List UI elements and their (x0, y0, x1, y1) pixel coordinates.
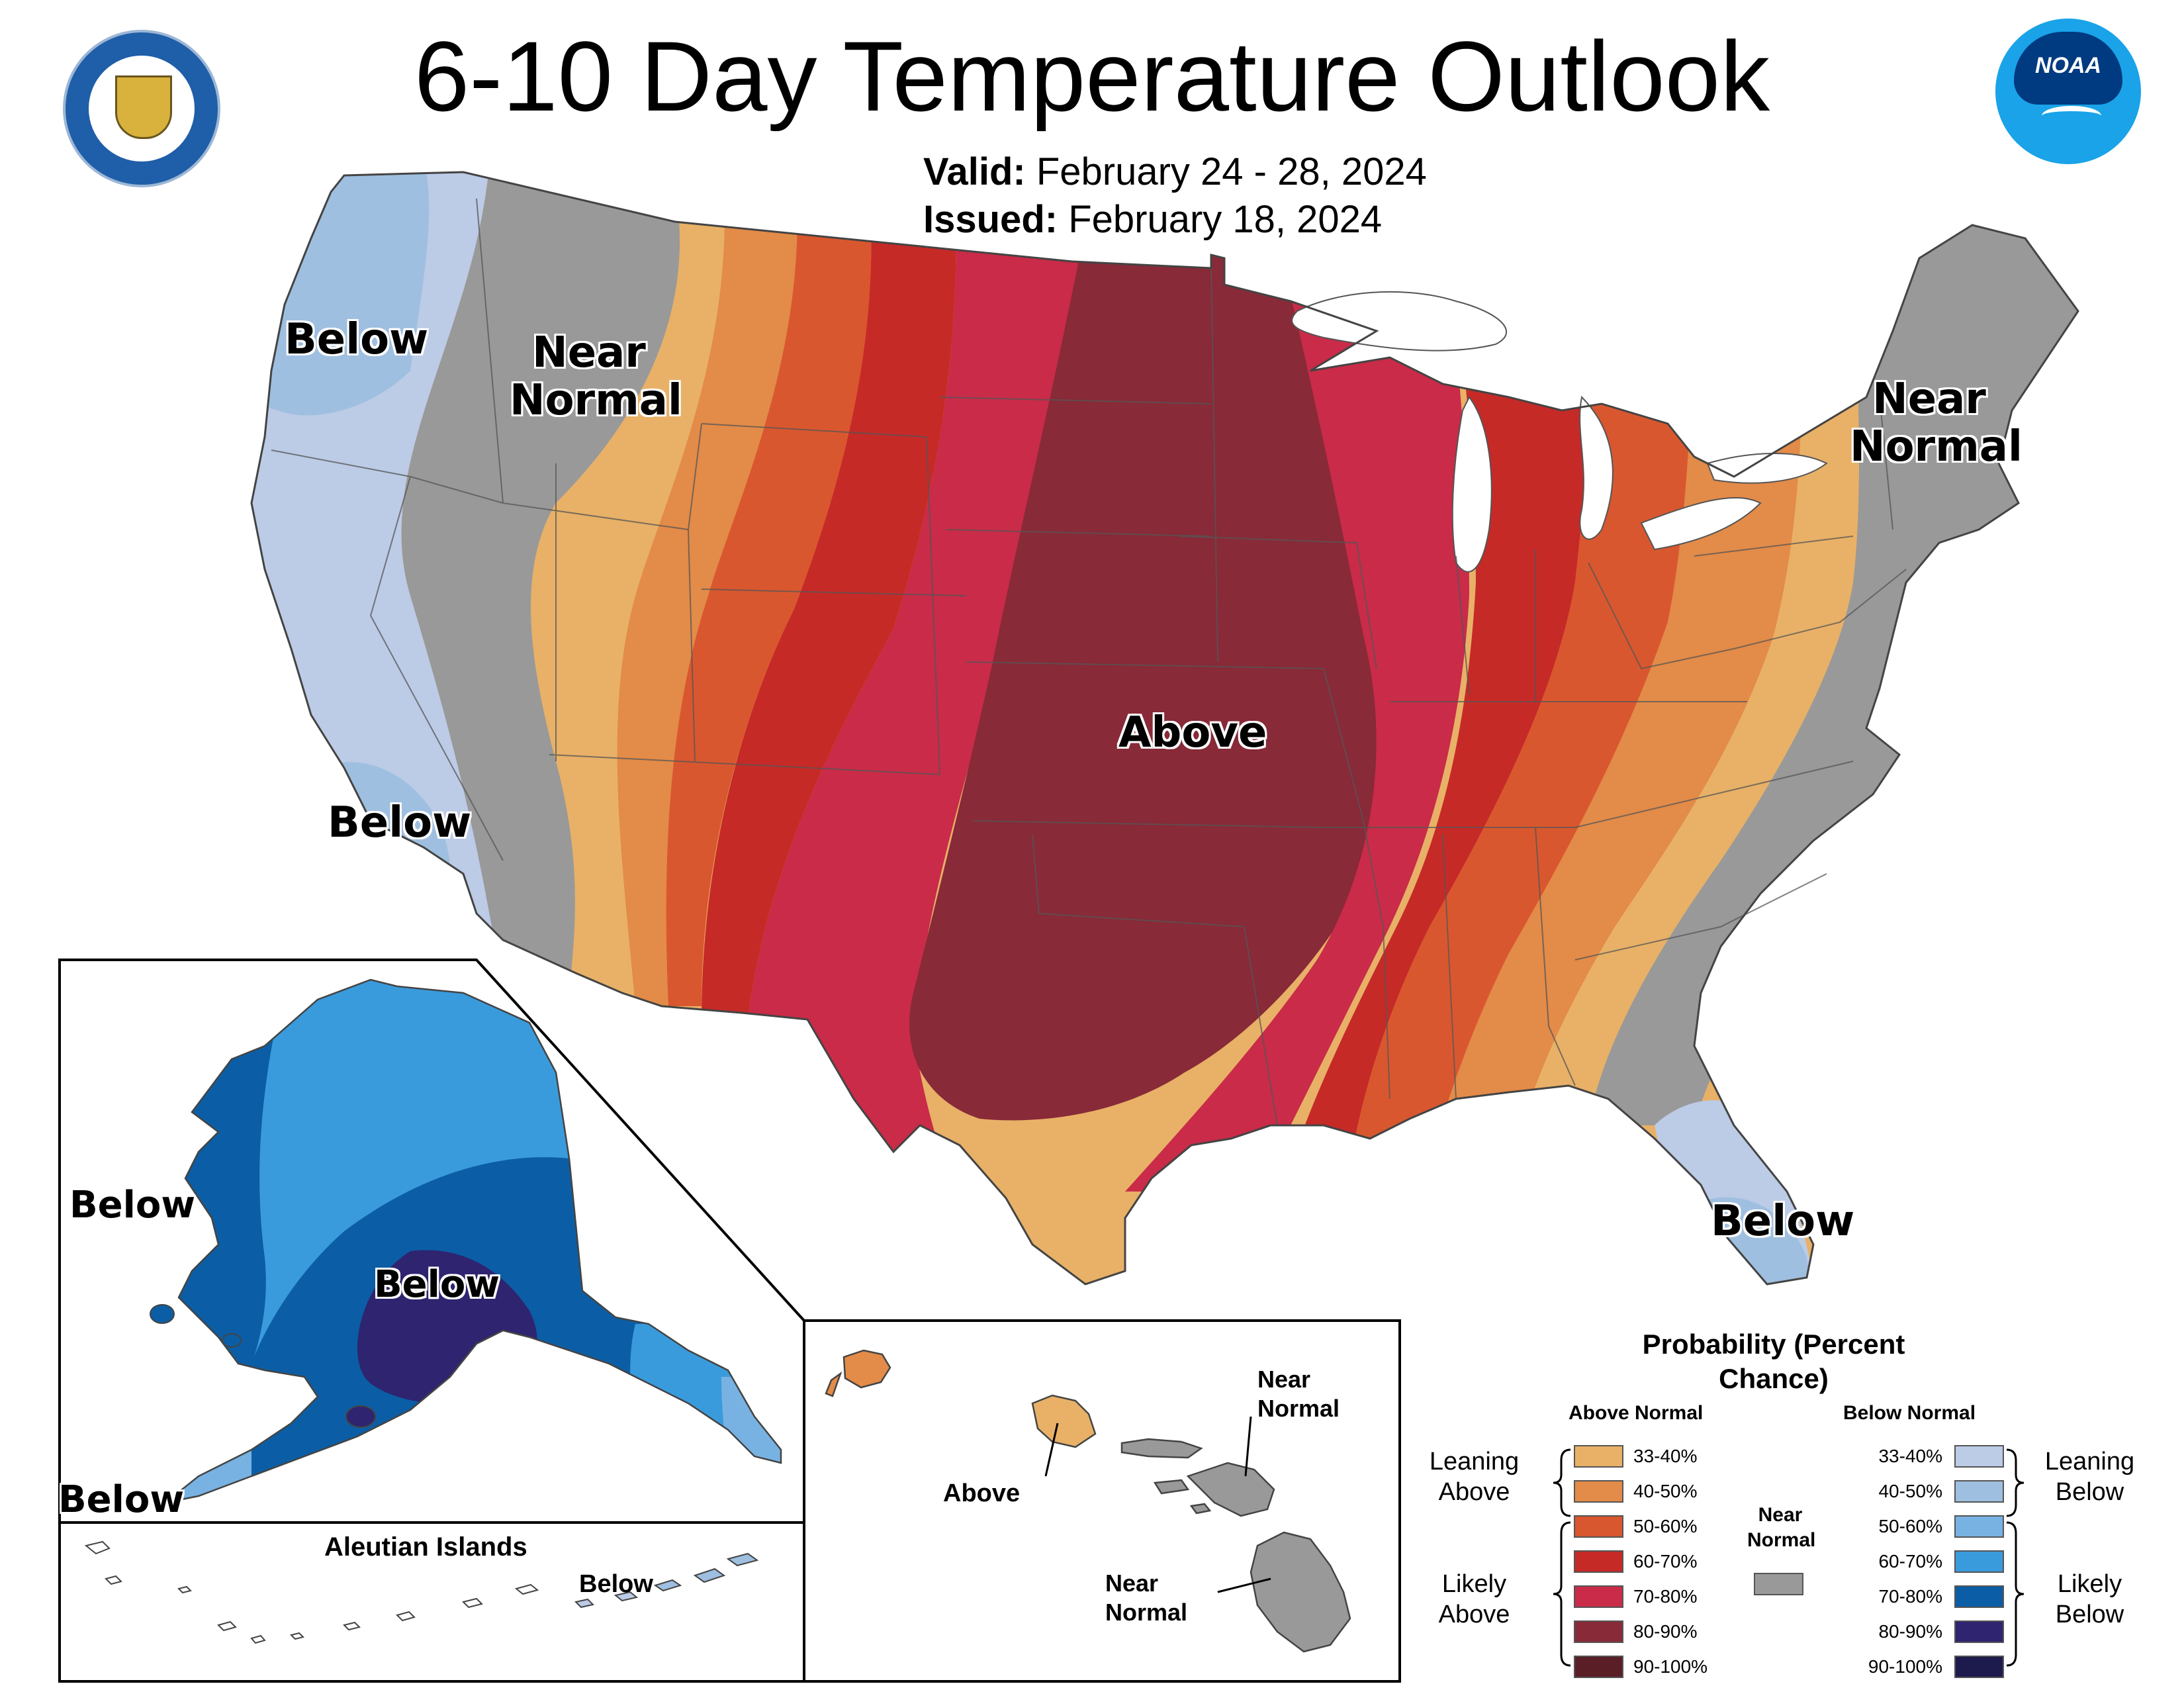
legend-above-range-6: 80-90% (1633, 1621, 1698, 1642)
hawaii-islands (825, 1349, 1351, 1653)
legend-above-swatch-7 (1574, 1656, 1623, 1678)
issued-value: February 18, 2024 (1068, 198, 1383, 241)
legend-above-swatch-6 (1574, 1620, 1623, 1643)
legend-above-range-7: 90-100% (1633, 1656, 1708, 1677)
legend-above-range-4: 60-70% (1633, 1551, 1698, 1571)
legend-above-swatch-3 (1574, 1515, 1623, 1538)
valid-value: February 24 - 28, 2024 (1036, 150, 1427, 193)
noaa-logo-text: NOAA (2034, 53, 2102, 78)
legend-above-range-2: 40-50% (1633, 1481, 1698, 1501)
label-ne-near-normal: Near Normal (1850, 375, 2023, 471)
commerce-seal (63, 30, 220, 187)
alaska-islands (150, 1304, 376, 1428)
legend-below-swatch-3 (1954, 1515, 2004, 1538)
label-nw-below: Below (285, 315, 429, 364)
legend-above-range-3: 50-60% (1633, 1516, 1698, 1536)
label-ak-west-below: Below (69, 1184, 196, 1227)
label-aleutian-below: Below (579, 1570, 653, 1598)
issued-label: Issued: (923, 198, 1058, 241)
legend-title: Probability (Percent Chance) (1642, 1329, 1905, 1394)
legend-leaning-above: Leaning Above (1429, 1448, 1520, 1506)
hawaii-leader-lines (1044, 1416, 1271, 1593)
legend-below-range-3: 50-60% (1878, 1516, 1942, 1536)
label-hi-near-normal-north: Near Normal (1257, 1366, 1340, 1422)
legend-near-normal-swatch (1754, 1573, 1803, 1595)
legend-likely-below: Likely Below (2055, 1570, 2124, 1628)
legend-above-swatch-1 (1574, 1445, 1623, 1468)
legend-below-range-7: 90-100% (1868, 1656, 1942, 1677)
page-title: 6-10 Day Temperature Outlook (414, 21, 1770, 132)
legend-below-swatch-7 (1954, 1656, 2004, 1678)
valid-label: Valid: (923, 150, 1026, 193)
conus-outline (250, 171, 2079, 1286)
label-ca-below: Below (328, 798, 472, 847)
label-hi-near-normal-south: Near Normal (1105, 1570, 1188, 1626)
valid-line: Valid: February 24 - 28, 2024 (923, 149, 1427, 195)
legend-leaning-below: Leaning Below (2044, 1448, 2135, 1506)
legend-below-swatch-6 (1954, 1620, 2004, 1643)
legend-below-range-2: 40-50% (1878, 1481, 1942, 1501)
legend-above-swatch-4 (1574, 1550, 1623, 1573)
legend-below-swatch-1 (1954, 1445, 2004, 1468)
legend-braces (1553, 1448, 2025, 1667)
issued-line: Issued: February 18, 2024 (923, 197, 1382, 243)
noaa-logo: NOAA (1995, 19, 2141, 164)
noaa-logo-icon (2014, 32, 2122, 105)
label-west-near-normal: Near Normal (510, 328, 682, 425)
label-central-above: Above (1118, 708, 1267, 757)
alaska-outline (165, 978, 782, 1504)
legend-near-normal-label: Near Normal (1747, 1504, 1816, 1551)
label-ak-center-below: Below (374, 1263, 500, 1306)
legend-below-swatch-2 (1954, 1480, 2004, 1503)
legend-above-range-1: 33-40% (1633, 1446, 1698, 1466)
doc-seal-icon (89, 56, 195, 162)
label-ak-sw-below: Below (58, 1478, 185, 1521)
label-fl-below: Below (1711, 1197, 1855, 1246)
legend-below-range-6: 80-90% (1878, 1621, 1942, 1642)
noaa-gull-icon (2042, 106, 2101, 126)
legend-above-range-5: 70-80% (1633, 1586, 1698, 1607)
legend-likely-above: Likely Above (1438, 1570, 1510, 1628)
legend-below-header: Below Normal (1843, 1402, 1976, 1424)
label-hi-above: Above (943, 1479, 1021, 1507)
legend-above-swatch-2 (1574, 1480, 1623, 1503)
legend-below-swatch-4 (1954, 1550, 2004, 1573)
aleutian-islands (84, 1540, 759, 1644)
legend-below-range-1: 33-40% (1878, 1446, 1942, 1466)
state-boundaries (271, 198, 1907, 1126)
aleutian-title: Aleutian Islands (324, 1532, 527, 1562)
legend-below-swatch-5 (1954, 1585, 2004, 1608)
legend-below-range-5: 70-80% (1878, 1586, 1942, 1607)
legend-above-swatch-5 (1574, 1585, 1623, 1608)
legend-above-header: Above Normal (1569, 1402, 1704, 1424)
legend-below-range-4: 60-70% (1878, 1551, 1942, 1571)
